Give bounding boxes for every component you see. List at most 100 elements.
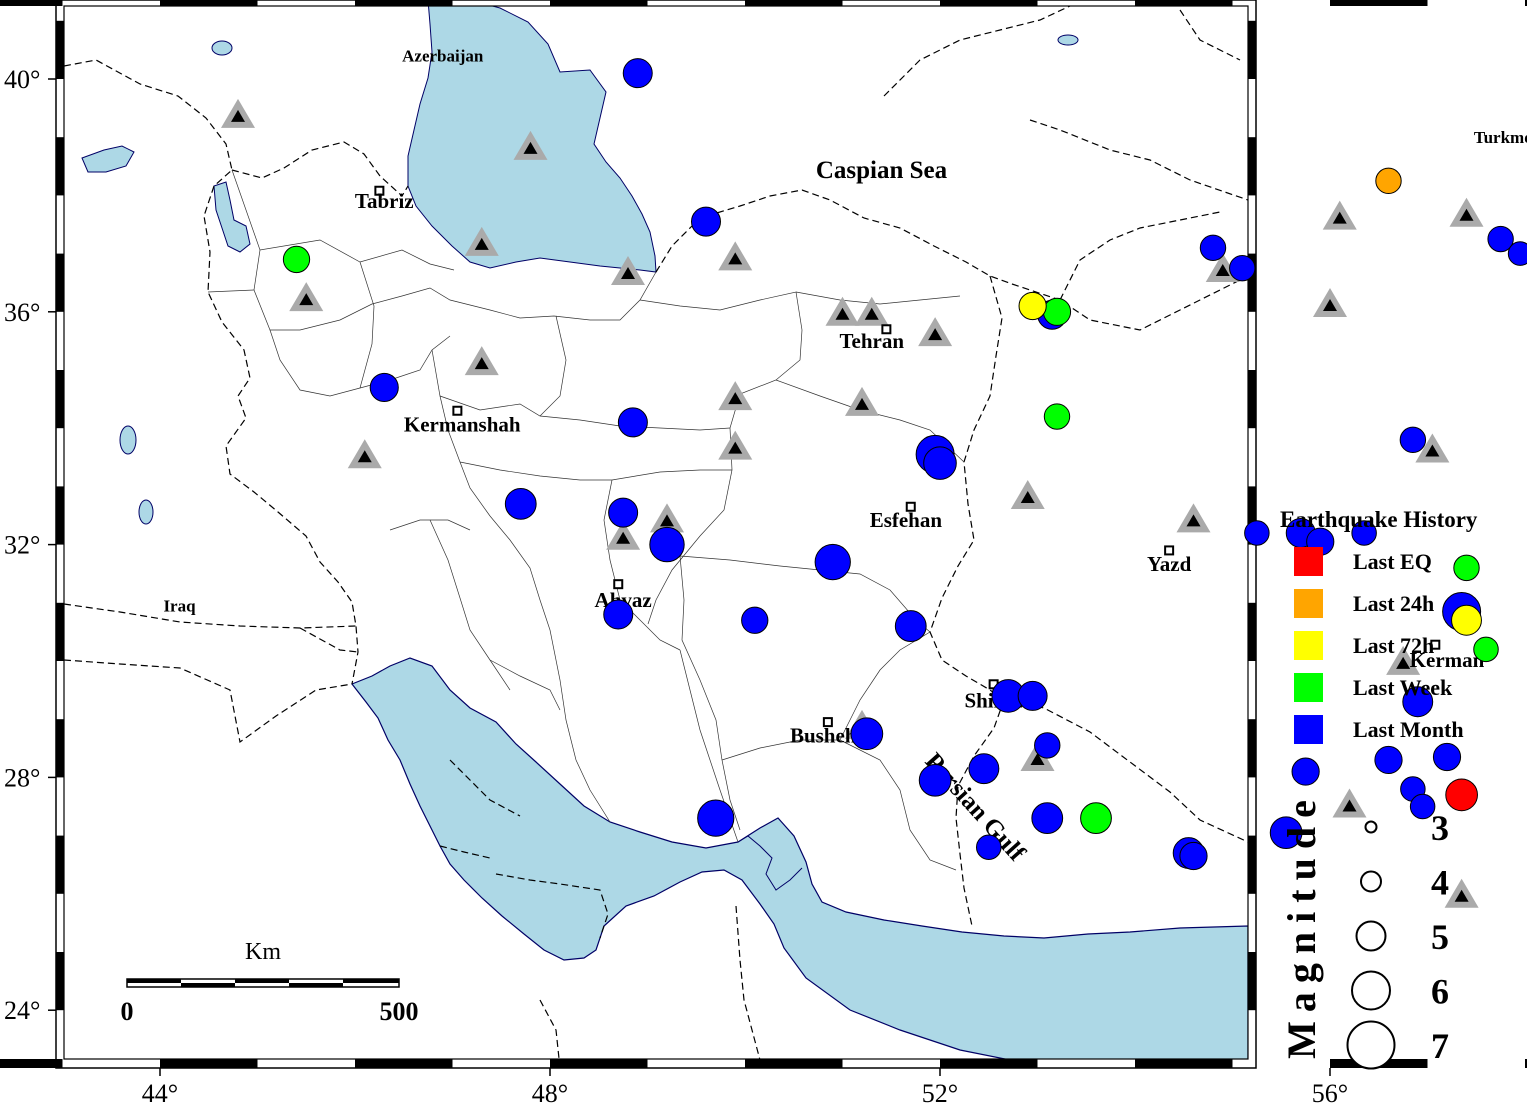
earthquake-marker[interactable] [1034, 732, 1061, 759]
earthquake-marker[interactable] [1043, 403, 1071, 430]
frame-tile [0, 1059, 63, 1068]
station-icon [718, 430, 753, 460]
station-icon [611, 255, 645, 285]
scale-start-label: 0 [121, 997, 134, 1026]
city-marker-icon [452, 405, 463, 416]
earthquake-marker[interactable] [1042, 297, 1072, 326]
earthquake-marker[interactable] [369, 372, 399, 403]
station-icon [1313, 287, 1347, 317]
earthquake-marker[interactable] [1375, 167, 1402, 195]
station-icon [845, 386, 879, 416]
earthquake-marker[interactable] [850, 717, 884, 751]
station-icon [854, 296, 889, 326]
lon-tick-label: 52° [922, 1079, 958, 1107]
magnitude-circle [1351, 970, 1391, 1011]
station-icon [289, 282, 324, 312]
earthquake-marker[interactable] [894, 610, 927, 642]
station-icon [1176, 503, 1211, 533]
coast-detail [737, 835, 803, 891]
frame-tile [1248, 952, 1256, 1011]
earthquake-marker[interactable] [622, 58, 653, 89]
frame-tile [550, 1059, 648, 1068]
magnitude-label: 3 [1431, 808, 1449, 848]
earthquake-marker[interactable] [1453, 554, 1480, 582]
frame-tile [1248, 719, 1256, 778]
earthquake-marker[interactable] [1031, 802, 1064, 835]
earthquake-marker[interactable] [1399, 426, 1427, 454]
earthquake-marker[interactable] [1507, 241, 1527, 266]
frame-tile [56, 370, 64, 429]
earthquake-marker[interactable] [1199, 234, 1227, 261]
legend-label: Last 72h [1353, 633, 1434, 658]
city-label: Kerman [1410, 648, 1485, 672]
earthquake-marker[interactable] [1409, 793, 1436, 820]
city-marker-icon [374, 185, 385, 196]
earthquake-marker[interactable] [1402, 686, 1434, 718]
frame-tile [550, 0, 648, 6]
legend-label: Last Week [1353, 675, 1453, 700]
magnitude-legend-title: Magnitude [1279, 791, 1324, 1059]
legend-label: Last EQ [1353, 549, 1432, 574]
station-icon [1386, 645, 1421, 675]
magnitude-legend: Magnitude 3 4 5 6 7 [1279, 791, 1449, 1070]
frame-tile [1248, 137, 1256, 196]
earthquake-marker[interactable] [649, 526, 685, 563]
earthquake-marker[interactable] [608, 497, 639, 528]
earthquake-marker[interactable] [1445, 778, 1478, 812]
earthquake-marker[interactable] [282, 245, 311, 274]
map-frame [0, 0, 1527, 1069]
earthquake-marker[interactable] [1451, 604, 1482, 636]
frame-tile [56, 20, 64, 79]
station-icon [650, 503, 684, 533]
earthquake-marker[interactable] [968, 753, 1000, 785]
scale-unit: Km [245, 939, 281, 965]
country-label: Turkmenistan [1474, 128, 1527, 147]
frame-tile [160, 1059, 258, 1068]
lake-urmia [213, 181, 251, 253]
station-icon [1020, 741, 1055, 771]
frame-tile [1330, 0, 1428, 6]
earthquake-marker[interactable] [814, 543, 851, 581]
earthquake-marker[interactable] [1179, 841, 1208, 871]
frame-tile [1248, 20, 1256, 79]
frame-tile [1135, 0, 1233, 6]
earthquake-marker[interactable] [918, 763, 952, 797]
earthquake-marker[interactable] [976, 834, 1002, 860]
frame-tile [1248, 370, 1256, 429]
earthquake-marker[interactable] [504, 487, 537, 520]
earthquake-marker[interactable] [603, 599, 634, 630]
legend-label: Last 24h [1353, 591, 1434, 616]
station-icon [347, 439, 382, 469]
small-lake [1057, 34, 1079, 46]
earthquake-marker[interactable] [1229, 254, 1256, 282]
station-icon [606, 520, 641, 550]
earthquake-marker[interactable] [1017, 680, 1048, 711]
station-icon [464, 346, 499, 376]
earthquake-marker[interactable] [1487, 225, 1514, 253]
scale-bar: Km 0 500 [121, 939, 419, 1026]
earthquake-marker[interactable] [697, 799, 735, 837]
earthquake-marker[interactable] [1244, 520, 1270, 546]
magnitude-circle [1364, 820, 1378, 834]
earthquake-marker[interactable] [1351, 520, 1377, 546]
legend-swatch [1294, 715, 1323, 744]
earthquake-marker[interactable] [691, 206, 721, 237]
history-legend: Earthquake History Last EQ Last 24h Last 7… [1280, 507, 1478, 744]
earthquake-marker[interactable] [1374, 745, 1403, 775]
earthquake-marker[interactable] [1432, 742, 1462, 772]
lon-tick-label: 44° [142, 1079, 178, 1107]
station-icon [718, 241, 753, 271]
earthquake-marker[interactable] [923, 446, 957, 480]
station-icon [221, 98, 255, 128]
earthquake-marker[interactable] [741, 606, 769, 634]
earthquake-marker[interactable] [1269, 816, 1303, 850]
earthquake-marker[interactable] [1473, 636, 1499, 663]
earthquake-marker[interactable] [617, 407, 648, 438]
earthquake-marker[interactable] [1080, 802, 1112, 835]
earthquake-marker[interactable] [1291, 757, 1320, 786]
station-icon [1322, 200, 1357, 230]
frame-tile [1525, 1059, 1527, 1068]
lon-tick-label: 56° [1312, 1079, 1348, 1107]
earthquake-marker[interactable] [1018, 291, 1047, 321]
